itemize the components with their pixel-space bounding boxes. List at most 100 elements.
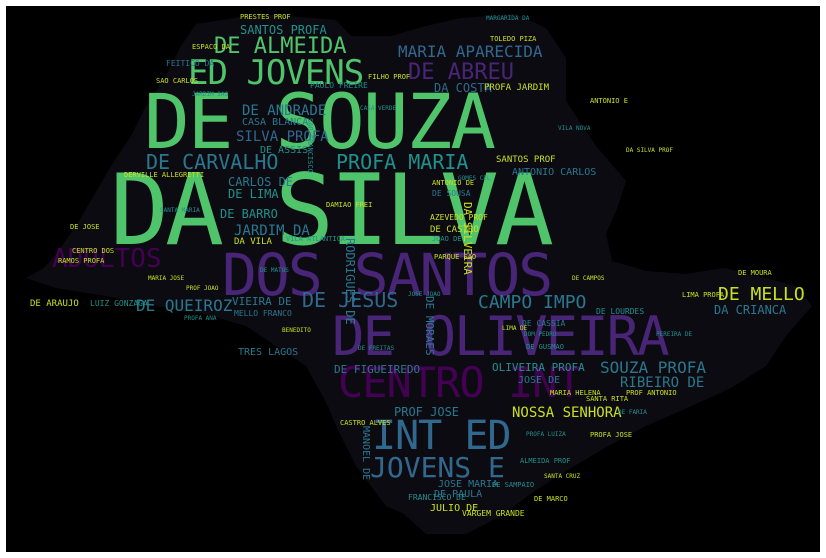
word-de-figueiredo: DE FIGUEIREDO (334, 363, 421, 376)
word-vargem-grande: VARGEM GRANDE (462, 509, 525, 518)
word-de-oliveira: DE OLIVEIRA (332, 305, 670, 368)
word-oliveira-profa: OLIVEIRA PROFA (492, 361, 585, 374)
word-profa-jose: PROFA JOSE (590, 431, 633, 439)
word-profa-luiza: PROFA LUIZA (526, 431, 566, 438)
word-de-araujo: DE ARAUJO (30, 299, 79, 309)
word-campo-impo: CAMPO IMPO (478, 292, 587, 313)
word-santa-rita: SANTA RITA (586, 395, 629, 403)
word-maria-aparecida: MARIA APARECIDA (398, 42, 543, 61)
word-rodrigues-de: RODRIGUES DE (343, 238, 357, 325)
word-de-paula: DE PAULA (434, 489, 483, 500)
word-adultos: ADULTOS (52, 244, 162, 274)
word-almeida-prof: ALMEIDA PROF (520, 457, 571, 465)
word-jose-maria: JOSE MARIA (438, 479, 499, 490)
word-casa-blanca: CASA BLANCA (242, 117, 309, 128)
word-profa-maria: PROFA MARIA (336, 150, 469, 174)
word-souza-profa: SOUZA PROFA (600, 358, 706, 377)
word-joao-de: JOAO DE (432, 235, 462, 243)
word-ed-jovens: ED JOVENS (188, 53, 364, 93)
word-da-silva: DA SILVA (110, 154, 554, 268)
word-espaco-da: ESPACO DA (192, 43, 230, 51)
word-paulo-freire: PAULO FREIRE (310, 81, 368, 90)
word-prestes-prof: PRESTES PROF (240, 13, 291, 21)
word-jose-joao: JOSE JOAO (408, 291, 441, 298)
word-santos-prof: SANTOS PROF (496, 155, 556, 165)
wordcloud-canvas: DA SILVA DE SOUZA DOS SANTOS DE OLIVEIRA… (6, 6, 820, 552)
word-de-gusmao: DE GUSMAO (526, 343, 564, 351)
word-de-barro: DE BARRO (220, 207, 278, 221)
word-antonio-de: ANTONIO DE (432, 179, 475, 187)
word-int-ed: INT ED (372, 413, 511, 459)
word-silva-profa: SILVA PROFA (236, 129, 329, 145)
word-centro-int: CENTRO INT (338, 358, 582, 407)
word-casa-verde: CASA VERDE (360, 105, 397, 112)
word-dos-santos: DOS SANTOS (222, 241, 553, 309)
word-profa-jardim: PROFA JARDIM (484, 83, 550, 93)
word-prof-joao: PROF JOAO (186, 285, 219, 292)
word-santa-cruz: SANTA CRUZ (544, 473, 581, 480)
word-de-andrade: DE ANDRADE (242, 103, 327, 119)
word-lima-profa: LIMA PROFA (682, 291, 725, 299)
word-gomes-cel: GOMES CEL (458, 175, 491, 182)
word-jardim-da: JARDIM DA (234, 223, 310, 239)
word-nossa-senhora: NOSSA SENHORA (512, 405, 622, 421)
word-parque-sao: PARQUE SAO (434, 253, 477, 261)
word-de-assis: DE ASSIS (260, 145, 309, 156)
word-pereira-de: PEREIRA DE (656, 331, 693, 338)
word-azevedo-prof: AZEVEDO PROF (430, 213, 488, 222)
word-de-matos: DE MATOS (260, 267, 289, 274)
word-de-sampaio: DE SAMPAIO (492, 481, 535, 489)
word-antonio-carlos: ANTONIO CARLOS (512, 167, 597, 178)
word-prof-jose: PROF JOSE (394, 405, 460, 419)
word-ribeiro-de: RIBEIRO DE (620, 375, 705, 391)
word-castro-alves: CASTRO ALVES (340, 419, 391, 427)
word-jovens-e: JOVENS E (370, 451, 505, 484)
word-manoel-de: MANOEL DE (360, 426, 371, 481)
word-toledo-piza: TOLEDO PIZA (490, 35, 537, 43)
word-derville-allegretti: DERVILLE ALLEGRETTI (124, 171, 205, 179)
word-da-vila: DA VILA (234, 237, 272, 247)
word-centro-dos: CENTRO DOS (72, 247, 115, 255)
word-de-cassia: DE CASSIA (522, 319, 566, 328)
word-de-mello: DE MELLO (718, 284, 805, 305)
word-de-lourdes: DE LOURDES (596, 307, 645, 316)
word-vila-atlantica: VILA ATLANTICA (286, 235, 346, 243)
word-carlos-de: CARLOS DE (228, 175, 294, 189)
word-de-queiroz: DE QUEIROZ (136, 296, 233, 315)
word-de-jose: DE JOSE (70, 223, 100, 231)
word-de-lima: DE LIMA (228, 187, 279, 201)
word-de-moraes: DE MORAES (423, 296, 436, 356)
word-de-abreu: DE ABREU (408, 60, 514, 85)
word-da-crianca: DA CRIANCA (714, 303, 787, 317)
word-francisco-de: FRANCISCO DE (408, 493, 466, 502)
word-da-costa: DA COSTA (434, 81, 492, 95)
word-de-souza: DE SOUZA (144, 77, 496, 166)
word-de-almeida: DE ALMEIDA (214, 34, 347, 59)
word-de-marco: DE MARCO (534, 495, 568, 503)
word-de-moura: DE MOURA (738, 269, 772, 277)
state-map-silhouette (26, 14, 812, 534)
word-de-sousa: DE SOUSA (432, 189, 471, 198)
word-julio-de: JULIO DE (430, 503, 479, 514)
word-ramos-profa: RAMOS PROFA (58, 257, 105, 265)
word-feitico-da: FEITICO DA (166, 59, 215, 68)
word-margarida-da: MARGARIDA DA (486, 15, 530, 22)
word-sao-francisco: SAO FRANCISCO (306, 118, 314, 173)
word-da-silveira: DA SILVEIRA (461, 202, 474, 275)
word-sao-carlos: SAO CARLOS (156, 77, 199, 85)
word-de-freitas: DE FREITAS (358, 345, 395, 352)
word-prof-antonio: PROF ANTONIO (626, 389, 677, 397)
word-de-carvalho: DE CARVALHO (146, 150, 279, 174)
word-mello-franco: MELLO FRANCO (234, 309, 292, 318)
word-benedito: BENEDITO (282, 327, 311, 334)
word-de-castro: DE CASTRO (430, 225, 479, 235)
word-de-faria: DE FARIA (618, 409, 647, 416)
word-maria-jose: MARIA JOSE (148, 275, 185, 282)
word-vieira-de: VIEIRA DE (232, 295, 292, 308)
word-profa-ana: PROFA ANA (184, 315, 217, 322)
word-maria-helena: MARIA HELENA (550, 389, 601, 397)
word-luiz-gonzaga: LUIZ GONZAGA (90, 299, 148, 308)
word-vila-nova: VILA NOVA (558, 125, 591, 132)
word-santa-maria: SANTA MARIA (160, 207, 200, 214)
word-jardim-sao: JARDIM SAO (192, 91, 229, 98)
